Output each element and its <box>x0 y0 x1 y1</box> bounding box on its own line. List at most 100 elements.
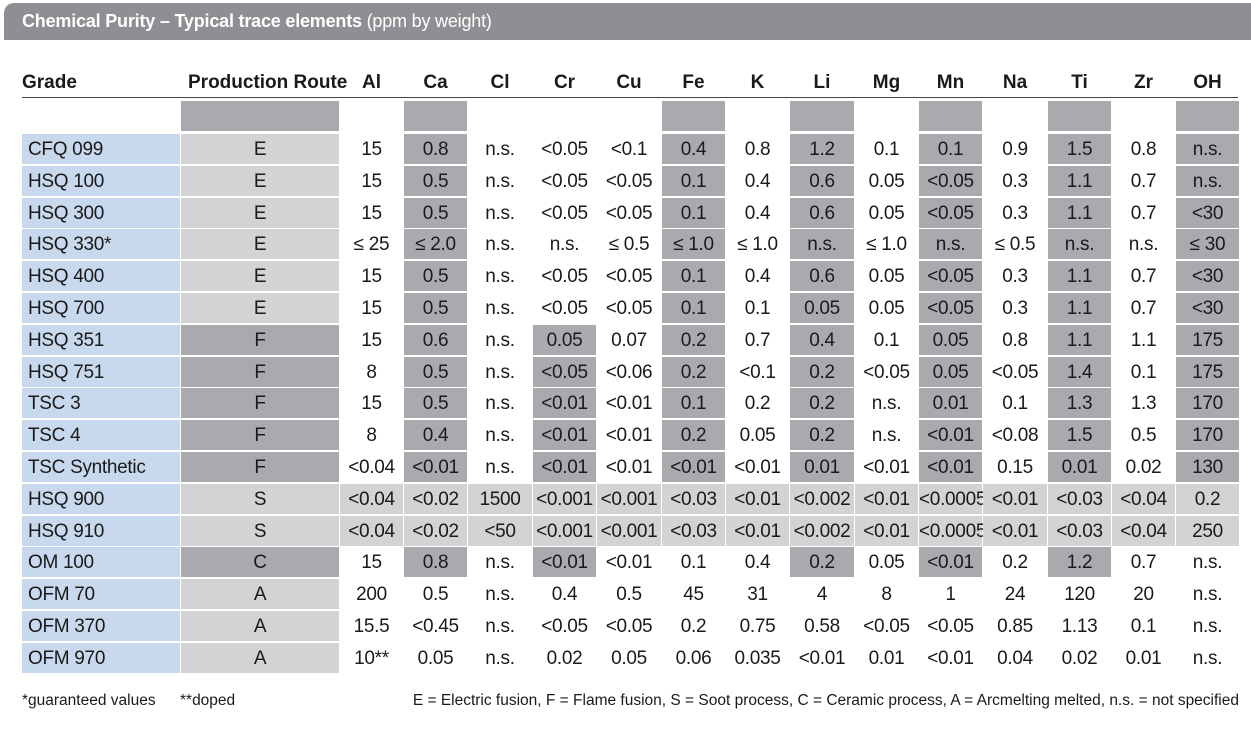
value-cell: 4 <box>790 579 854 609</box>
value-cell: 1.2 <box>1048 547 1111 577</box>
value-cell: 0.4 <box>533 579 596 609</box>
value-cell: 250 <box>1176 516 1239 546</box>
value-cell: 0.1 <box>855 134 918 164</box>
value-cell: 0.5 <box>404 261 467 291</box>
value-cell: <0.01 <box>726 484 789 514</box>
value-cell: <0.45 <box>404 611 467 641</box>
value-cell: 1.3 <box>1048 388 1111 418</box>
value-cell: 1.1 <box>1112 325 1175 355</box>
value-cell: ≤ 1.0 <box>662 229 725 259</box>
value-cell: <0.05 <box>533 166 596 196</box>
value-cell: 1.13 <box>1048 611 1111 641</box>
value-cell: 1.1 <box>1048 166 1111 196</box>
value-cell: 0.01 <box>919 388 982 418</box>
value-cell: 0.1 <box>662 261 725 291</box>
value-cell: 0.1 <box>662 198 725 228</box>
column-header: Ti <box>1071 72 1088 93</box>
value-cell: <0.01 <box>983 516 1047 546</box>
value-cell: 0.6 <box>790 166 854 196</box>
value-cell: 1.1 <box>1048 293 1111 323</box>
value-cell: <0.04 <box>340 452 403 482</box>
value-cell: 0.58 <box>790 611 854 641</box>
value-cell: n.s. <box>1176 547 1239 577</box>
value-cell: <0.05 <box>855 611 918 641</box>
spacer-cell <box>468 101 532 131</box>
grade-cell: HSQ 330* <box>22 229 180 259</box>
value-cell: <0.05 <box>533 357 596 387</box>
grade-cell: HSQ 751 <box>22 357 180 387</box>
value-cell: <0.01 <box>855 452 918 482</box>
value-cell: 0.7 <box>1112 261 1175 291</box>
value-cell: ≤ 25 <box>340 229 403 259</box>
value-cell: 0.8 <box>726 134 789 164</box>
value-cell: <0.04 <box>340 516 403 546</box>
value-cell: 0.4 <box>726 547 789 577</box>
value-cell: n.s. <box>855 388 918 418</box>
column-header: Al <box>362 72 381 93</box>
grade-cell: TSC 4 <box>22 420 180 450</box>
value-cell: 0.8 <box>983 325 1047 355</box>
value-cell: ≤ 30 <box>1176 229 1239 259</box>
value-cell: 120 <box>1048 579 1111 609</box>
value-cell: 0.1 <box>919 134 982 164</box>
table-title: Chemical Purity – Typical trace elements <box>22 11 362 31</box>
value-cell: <0.03 <box>1048 484 1111 514</box>
value-cell: ≤ 0.5 <box>983 229 1047 259</box>
value-cell: <0.01 <box>919 452 982 482</box>
value-cell: 0.5 <box>597 579 661 609</box>
value-cell: <0.01 <box>983 484 1047 514</box>
value-cell: ≤ 2.0 <box>404 229 467 259</box>
value-cell: 0.1 <box>1112 611 1175 641</box>
value-cell: 0.1 <box>662 166 725 196</box>
value-cell: 1.2 <box>790 134 854 164</box>
column-header: Mn <box>936 72 965 93</box>
value-cell: 15 <box>340 134 403 164</box>
value-cell: 0.8 <box>1112 134 1175 164</box>
route-cell: A <box>181 643 339 673</box>
value-cell: 15 <box>340 388 403 418</box>
value-cell: <0.05 <box>533 611 596 641</box>
value-cell: n.s. <box>468 643 532 673</box>
grade-cell: HSQ 400 <box>22 261 180 291</box>
column-header: OH <box>1193 72 1222 93</box>
value-cell: n.s. <box>790 229 854 259</box>
value-cell: 0.2 <box>662 420 725 450</box>
value-cell: 0.2 <box>662 357 725 387</box>
route-cell: C <box>181 547 339 577</box>
spacer-cell <box>662 101 725 131</box>
value-cell: <0.04 <box>1112 484 1175 514</box>
value-cell: 15 <box>340 166 403 196</box>
value-cell: 0.2 <box>662 325 725 355</box>
value-cell: <0.05 <box>919 261 982 291</box>
value-cell: 0.8 <box>404 134 467 164</box>
value-cell: 0.5 <box>1112 420 1175 450</box>
value-cell: 0.2 <box>790 388 854 418</box>
value-cell: 0.2 <box>983 547 1047 577</box>
spacer-cell <box>404 101 467 131</box>
value-cell: 15 <box>340 547 403 577</box>
value-cell: 0.3 <box>983 198 1047 228</box>
value-cell: 0.4 <box>662 134 725 164</box>
value-cell: 1 <box>919 579 982 609</box>
value-cell: <0.05 <box>597 166 661 196</box>
value-cell: 175 <box>1176 325 1239 355</box>
route-cell: F <box>181 357 339 387</box>
value-cell: <0.01 <box>533 452 596 482</box>
spacer-cell <box>983 101 1047 131</box>
value-cell: 0.05 <box>533 325 596 355</box>
value-cell: 0.05 <box>790 293 854 323</box>
value-cell: <0.01 <box>533 547 596 577</box>
value-cell: 15 <box>340 261 403 291</box>
value-cell: n.s. <box>1176 134 1239 164</box>
value-cell: 0.035 <box>726 643 789 673</box>
header-divider <box>22 97 1238 98</box>
value-cell: <0.05 <box>597 293 661 323</box>
value-cell: <0.05 <box>597 261 661 291</box>
value-cell: 0.1 <box>1112 357 1175 387</box>
value-cell: <0.01 <box>662 452 725 482</box>
value-cell: 15.5 <box>340 611 403 641</box>
value-cell: 0.01 <box>855 643 918 673</box>
column-header: Cu <box>616 72 642 93</box>
footnote-legend: E = Electric fusion, F = Flame fusion, S… <box>412 692 1239 709</box>
value-cell: <0.1 <box>726 357 789 387</box>
